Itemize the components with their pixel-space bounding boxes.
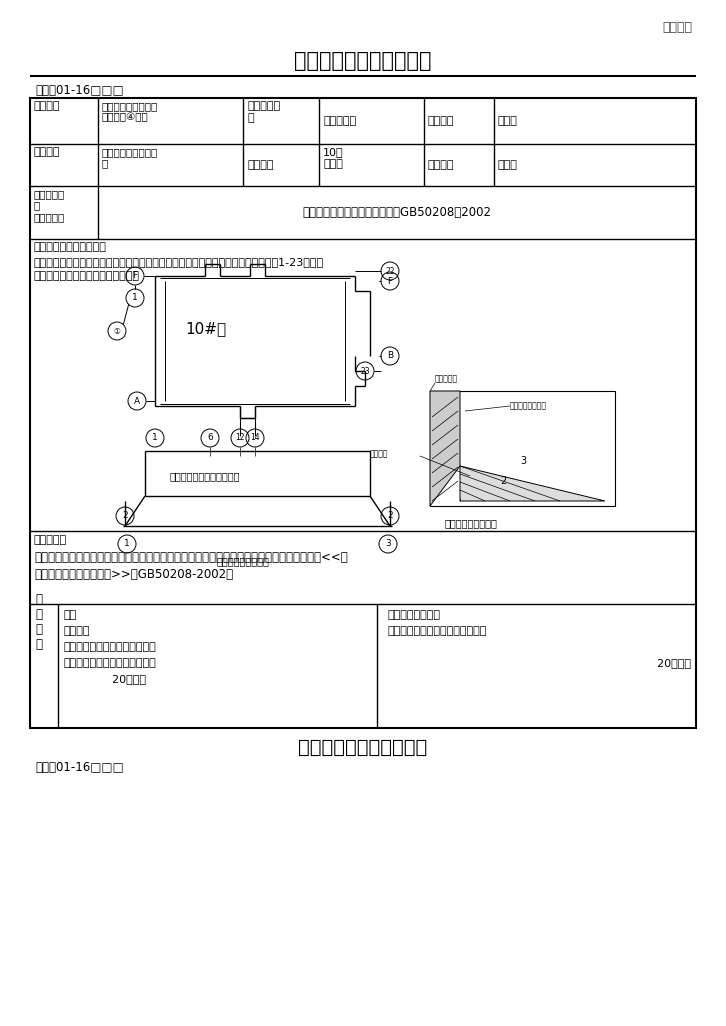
Text: 地下室外墙防水层: 地下室外墙防水层 [510, 401, 547, 410]
Text: 复检结果：: 复检结果： [34, 535, 67, 545]
Text: 地下室外墙拆示意图: 地下室外墙拆示意图 [445, 518, 498, 528]
Text: 10#楼: 10#楼 [185, 321, 226, 336]
Text: 施工单位: 施工单位 [63, 626, 89, 636]
Text: 6: 6 [207, 434, 213, 442]
Text: 20年月日: 20年月日 [63, 674, 146, 684]
Text: 施工执行标
准
名称及编号: 施工执行标 准 名称及编号 [34, 189, 65, 223]
Text: 的湿渍面积，有无裂缝和渗水现象。: 的湿渍面积，有无裂缝和渗水现象。 [34, 271, 140, 281]
Text: 下防水工程质量验收规范>>（GB50208-2002）: 下防水工程质量验收规范>>（GB50208-2002） [34, 568, 233, 581]
Text: 验收部位: 验收部位 [247, 160, 274, 170]
Text: 年月日: 年月日 [498, 160, 518, 170]
Text: 2: 2 [500, 476, 506, 486]
Text: 2: 2 [387, 512, 393, 520]
Bar [30, 98, 696, 728]
Text: 终检查：地下室背水内表面的混凝土墙体无湿渍无渗水现象，观感质量合格，符合设计要求和<<地: 终检查：地下室背水内表面的混凝土墙体无湿渍无渗水现象，观感质量合格，符合设计要求… [34, 551, 348, 564]
Text: 项目专业技术负责人（签名）：: 项目专业技术负责人（签名）： [63, 658, 156, 668]
Polygon shape [430, 391, 460, 506]
Text: 12: 12 [235, 434, 245, 442]
Text: 《地下防水工程质量验收规范》GB50208－2002: 《地下防水工程质量验收规范》GB50208－2002 [303, 206, 492, 219]
Text: F: F [388, 276, 393, 285]
Text: 合格: 合格 [63, 610, 76, 620]
Text: 3: 3 [385, 540, 391, 549]
Text: 14: 14 [250, 434, 260, 442]
Text: 张益鸣: 张益鸣 [498, 116, 518, 126]
Text: 23: 23 [360, 366, 370, 376]
Text: 精心整理: 精心整理 [662, 21, 692, 34]
Text: B: B [387, 352, 393, 360]
Text: 10幢
地下室: 10幢 地下室 [323, 147, 343, 168]
Text: 1: 1 [132, 293, 138, 303]
Text: 地下室防水效果检查平面图: 地下室防水效果检查平面图 [170, 471, 240, 481]
Text: 检查方法及内容：检查人员用手触摸混凝土墙面及吸墨纸（报纸）贴附背水面墙检查1-23轴墙体: 检查方法及内容：检查人员用手触摸混凝土墙面及吸墨纸（报纸）贴附背水面墙检查1-2… [34, 256, 324, 267]
Text: 地下室顶板: 地下室顶板 [435, 374, 458, 383]
Text: 背水面展开图（可附图）: 背水面展开图（可附图） [34, 242, 107, 252]
Text: F: F [132, 272, 137, 280]
Text: （建设单位项目专业技术负责人）: （建设单位项目专业技术负责人） [387, 626, 486, 636]
Text: 分部工程名
称: 分部工程名 称 [247, 101, 280, 122]
Text: 地下室防水效果检查记录: 地下室防水效果检查记录 [298, 738, 428, 757]
Text: 工程名称: 工程名称 [34, 101, 60, 111]
Text: 项目专业质量检查员（签名）：: 项目专业质量检查员（签名）： [63, 642, 156, 652]
Text: 地下室防水效果检查记录: 地下室防水效果检查记录 [294, 51, 432, 71]
Text: 地下室背水面展开图: 地下室背水面展开图 [217, 556, 270, 566]
Text: 22: 22 [386, 267, 395, 276]
Text: ①: ① [113, 326, 121, 336]
Bar [430, 391, 615, 506]
Text: 3: 3 [520, 456, 526, 466]
Text: 20年月日: 20年月日 [566, 658, 691, 668]
Text: 地基与基础: 地基与基础 [323, 116, 356, 126]
Text: 验
收
结
论: 验 收 结 论 [35, 593, 42, 652]
Text: 转塘牛山农转居多层
公寓三期④标段: 转塘牛山农转居多层 公寓三期④标段 [102, 101, 158, 122]
Text: 防水卷材: 防水卷材 [370, 449, 388, 459]
Text: A: A [134, 396, 140, 405]
Text: 施工单位: 施工单位 [34, 147, 60, 157]
Polygon shape [460, 466, 605, 501]
Text: 编号：01-16□□□: 编号：01-16□□□ [35, 84, 123, 97]
Text: 专业监理工程师：: 专业监理工程师： [387, 610, 440, 620]
Text: 编号：01-16□□□: 编号：01-16□□□ [35, 761, 123, 774]
Text: 浙江中驰建设有限公
司: 浙江中驰建设有限公 司 [102, 147, 158, 168]
Text: 检查日期: 检查日期 [428, 160, 454, 170]
Text: 2: 2 [122, 512, 128, 520]
Text: 1: 1 [124, 540, 130, 549]
Text: 1: 1 [152, 434, 158, 442]
Text: 项目经理: 项目经理 [428, 116, 454, 126]
